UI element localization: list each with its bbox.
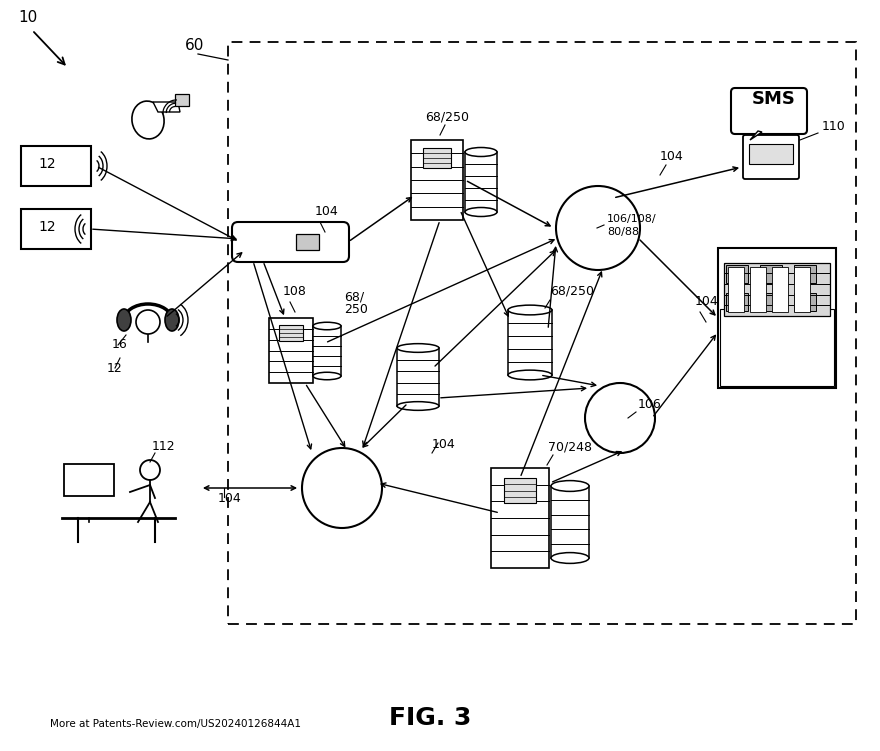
Text: 250: 250 bbox=[344, 303, 368, 316]
Bar bbox=[269, 318, 313, 383]
Ellipse shape bbox=[313, 322, 341, 330]
Polygon shape bbox=[153, 102, 180, 112]
Bar bbox=[724, 263, 830, 316]
Bar bbox=[508, 310, 552, 375]
Text: 104: 104 bbox=[695, 295, 719, 308]
Bar bbox=[728, 267, 744, 312]
Text: FIG. 3: FIG. 3 bbox=[389, 706, 471, 730]
Ellipse shape bbox=[465, 207, 497, 216]
Text: 106/108/: 106/108/ bbox=[607, 214, 656, 224]
Ellipse shape bbox=[551, 481, 589, 491]
Bar bbox=[726, 293, 748, 311]
Ellipse shape bbox=[117, 309, 131, 331]
FancyBboxPatch shape bbox=[175, 94, 189, 106]
Bar bbox=[794, 293, 816, 311]
Text: 104: 104 bbox=[432, 438, 456, 451]
Bar bbox=[491, 468, 548, 568]
Text: 12: 12 bbox=[107, 362, 122, 375]
Text: SMS: SMS bbox=[752, 90, 796, 108]
Ellipse shape bbox=[551, 553, 589, 563]
Text: 110: 110 bbox=[822, 120, 846, 133]
Ellipse shape bbox=[508, 305, 552, 315]
Text: 104: 104 bbox=[315, 205, 339, 218]
Ellipse shape bbox=[313, 372, 341, 380]
Bar bbox=[313, 326, 341, 376]
Bar bbox=[760, 265, 782, 283]
Text: 112: 112 bbox=[152, 440, 176, 453]
Circle shape bbox=[556, 186, 640, 270]
Bar bbox=[465, 152, 497, 212]
Text: 12: 12 bbox=[38, 220, 55, 234]
Circle shape bbox=[585, 383, 655, 453]
Bar bbox=[760, 293, 782, 311]
Bar bbox=[411, 140, 464, 220]
Text: 68/: 68/ bbox=[344, 290, 364, 303]
Bar bbox=[551, 486, 589, 558]
FancyBboxPatch shape bbox=[21, 146, 91, 186]
FancyBboxPatch shape bbox=[743, 135, 799, 179]
Ellipse shape bbox=[165, 309, 179, 331]
Polygon shape bbox=[750, 131, 762, 140]
Bar bbox=[504, 478, 536, 503]
Circle shape bbox=[136, 310, 160, 334]
Bar bbox=[794, 265, 816, 283]
FancyBboxPatch shape bbox=[296, 234, 319, 250]
Text: 70/248: 70/248 bbox=[548, 440, 592, 453]
FancyBboxPatch shape bbox=[64, 464, 114, 496]
Circle shape bbox=[140, 460, 160, 480]
Text: 106: 106 bbox=[638, 398, 662, 411]
Bar bbox=[772, 267, 788, 312]
FancyBboxPatch shape bbox=[731, 88, 807, 134]
Circle shape bbox=[302, 448, 382, 528]
Ellipse shape bbox=[508, 370, 552, 380]
FancyBboxPatch shape bbox=[718, 248, 836, 388]
Text: 16: 16 bbox=[112, 338, 128, 351]
Bar bbox=[794, 267, 810, 312]
Ellipse shape bbox=[397, 402, 439, 410]
Ellipse shape bbox=[132, 101, 164, 139]
Text: 60: 60 bbox=[185, 38, 204, 53]
Bar bbox=[726, 265, 748, 283]
Text: 80/88: 80/88 bbox=[607, 227, 639, 237]
FancyBboxPatch shape bbox=[720, 309, 834, 386]
Text: More at Patents-Review.com/US20240126844A1: More at Patents-Review.com/US20240126844… bbox=[49, 719, 300, 729]
Text: 68/250: 68/250 bbox=[550, 285, 594, 298]
FancyBboxPatch shape bbox=[232, 222, 349, 262]
Ellipse shape bbox=[397, 344, 439, 352]
FancyBboxPatch shape bbox=[21, 209, 91, 249]
Bar bbox=[279, 324, 303, 341]
Text: 68/250: 68/250 bbox=[425, 110, 469, 123]
Bar bbox=[422, 148, 451, 168]
Text: 104: 104 bbox=[660, 150, 684, 163]
Text: 12: 12 bbox=[38, 157, 55, 171]
Text: 10: 10 bbox=[18, 10, 37, 25]
Bar bbox=[750, 267, 766, 312]
Text: 104: 104 bbox=[218, 492, 242, 505]
Bar bbox=[397, 348, 439, 406]
Text: 108: 108 bbox=[283, 285, 307, 298]
Ellipse shape bbox=[465, 147, 497, 156]
Bar bbox=[749, 144, 793, 164]
